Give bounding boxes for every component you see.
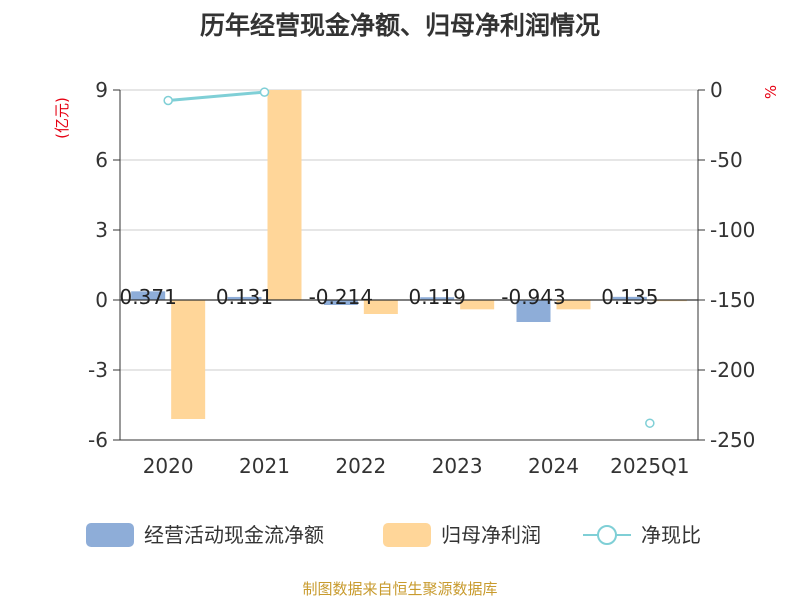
chart-title: 历年经营现金净额、归母净利润情况 [200,11,600,40]
legend-label-cashflow: 经营活动现金流净额 [144,523,324,547]
bar-cashflow [323,300,358,305]
legend-label-ratio: 净现比 [641,523,701,547]
bars [131,90,687,419]
right-tick-label: -200 [710,358,755,382]
right-tick-label: -100 [710,218,755,242]
x-tick-label: 2021 [239,454,290,478]
legend-swatch-cashflow [86,523,134,547]
bar-data-label: 0.371 [120,285,177,309]
gridlines [120,89,698,441]
ratio-point [259,87,270,97]
left-tick-label: 3 [95,218,108,242]
x-tick-label: 2023 [432,454,483,478]
bar-cashflow [612,296,647,300]
source-note: 制图数据来自恒生聚源数据库 [302,580,497,598]
ratio-line-segment [168,90,265,102]
tick-labels: 9 6 3 0 -3 -6 0 -50 -100 -150 -200 -250 2020 2021 2022… [88,78,755,478]
left-tick-label: 0 [95,288,108,312]
legend: 经营活动现金流净额 归母净利润 净现比 [86,523,701,547]
bar-data-label: 0.135 [601,285,658,309]
right-tick-label: -50 [710,148,743,172]
legend-swatch-profit [383,523,431,547]
bar-profit [363,300,398,314]
legend-label-profit: 归母净利润 [441,523,541,547]
bar-data-label: 0.131 [216,285,273,309]
ratio-point [163,95,173,106]
x-tick-label: 2025Q1 [610,454,689,478]
data-labels: 0.371 0.131 -0.214 0.119 -0.943 0.135 [120,285,659,309]
left-axis-unit: (亿元) [53,97,71,139]
legend-swatch-ratio-marker [597,525,617,545]
right-axis-unit: % [762,85,780,99]
axes [113,89,705,441]
right-tick-label: -250 [710,428,755,452]
ratio-line [163,87,655,428]
right-tick-label: -150 [710,288,755,312]
bar-data-label: -0.943 [501,285,565,309]
ratio-point [645,418,655,428]
left-tick-label: 9 [95,78,108,102]
x-tick-label: 2020 [143,454,194,478]
left-tick-label: 6 [95,148,108,172]
bar-cashflow [227,296,262,300]
bar-data-label: 0.119 [409,285,466,309]
right-tick-label: 0 [710,78,723,102]
bar-profit [171,300,206,419]
bar-cashflow [420,297,455,300]
bar-cashflow [516,300,551,323]
left-tick-label: -3 [88,358,108,382]
x-tick-label: 2024 [528,454,579,478]
bar-profit [460,300,495,310]
bar-profit [556,300,591,310]
bar-data-label: -0.214 [309,285,373,309]
bar-profit [267,90,302,300]
bar-cashflow [131,291,166,300]
left-tick-label: -6 [88,428,108,452]
x-tick-label: 2022 [335,454,386,478]
